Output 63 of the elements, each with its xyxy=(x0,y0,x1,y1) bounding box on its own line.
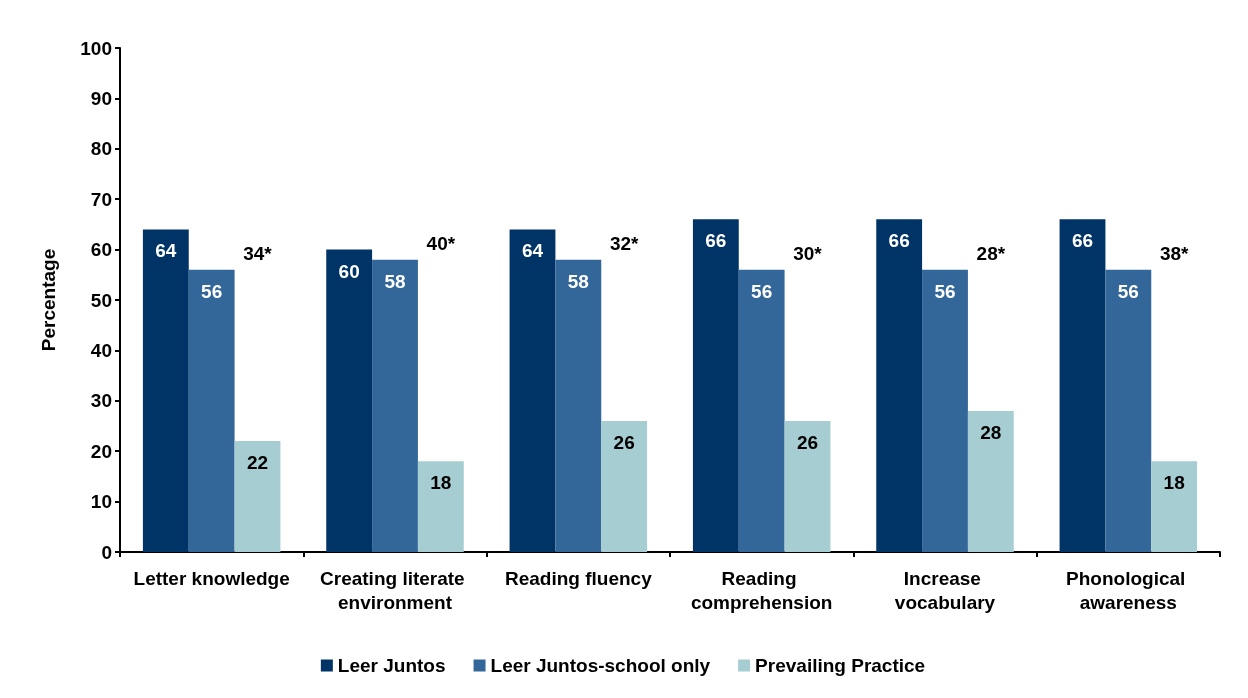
bar xyxy=(1151,461,1198,552)
bar xyxy=(417,461,464,552)
bar xyxy=(555,259,602,552)
data-label: 58 xyxy=(567,270,589,292)
data-label: 56 xyxy=(1117,280,1139,302)
data-label: 64 xyxy=(155,240,177,262)
y-tick-label: 70 xyxy=(90,188,112,210)
legend-label: Leer Juntos-school only xyxy=(490,655,711,676)
bar xyxy=(692,219,739,552)
bar xyxy=(967,410,1014,552)
bar xyxy=(188,269,235,552)
y-tick-label: 80 xyxy=(90,138,112,160)
x-tick-label: Creating literate environment xyxy=(320,567,470,613)
y-axis-title: Percentage xyxy=(38,248,59,352)
bar xyxy=(922,269,968,552)
bar xyxy=(142,229,189,552)
x-tick-label: Phonological awareness xyxy=(1066,567,1191,613)
bar xyxy=(234,441,281,552)
y-tick-label: 90 xyxy=(90,87,112,109)
bar xyxy=(601,420,648,552)
y-tick-label: 40 xyxy=(90,339,112,361)
data-label: 66 xyxy=(888,230,910,252)
bar xyxy=(738,269,785,552)
legend-label: Prevailing Practice xyxy=(755,655,926,676)
data-label: 26 xyxy=(613,431,635,453)
bar xyxy=(372,259,418,552)
data-label: 56 xyxy=(751,280,773,302)
y-tick-label: 100 xyxy=(80,37,112,59)
annotation: 28* xyxy=(976,243,1006,265)
data-label: 60 xyxy=(338,260,360,282)
data-label: 22 xyxy=(246,452,269,474)
data-label: 26 xyxy=(796,431,819,453)
data-label: 58 xyxy=(384,270,406,292)
data-label: 56 xyxy=(934,280,956,302)
bar xyxy=(509,229,556,552)
y-tick-label: 0 xyxy=(101,541,112,563)
annotation: 40* xyxy=(426,233,456,255)
y-tick-label: 20 xyxy=(90,440,112,462)
data-label: 66 xyxy=(1071,230,1094,252)
y-tick-label: 30 xyxy=(90,390,112,412)
y-tick-label: 10 xyxy=(90,491,112,513)
data-label: 64 xyxy=(521,240,544,262)
bar xyxy=(1059,219,1106,552)
bar xyxy=(1105,269,1152,552)
annotation: 30* xyxy=(793,243,823,265)
legend-label: Leer Juntos xyxy=(337,655,446,676)
data-label: 66 xyxy=(705,230,727,252)
y-tick-label: 60 xyxy=(90,239,112,261)
y-tick-label: 50 xyxy=(90,289,112,311)
annotation: 38* xyxy=(1159,243,1190,265)
x-tick-label: Reading fluency xyxy=(504,567,653,589)
data-label: 28 xyxy=(980,421,1002,443)
annotation: 32* xyxy=(609,233,640,255)
x-tick-label: Increase vocabulary xyxy=(894,567,996,613)
data-label: 18 xyxy=(430,472,452,494)
data-label: 56 xyxy=(201,280,223,302)
bar xyxy=(326,249,373,552)
data-label: 18 xyxy=(1163,472,1185,494)
x-tick-label: Reading comprehension xyxy=(690,567,833,613)
bar xyxy=(876,219,923,552)
x-tick-label: Letter knowledge xyxy=(133,567,290,589)
bar xyxy=(784,420,831,552)
annotation: 34* xyxy=(243,243,273,265)
